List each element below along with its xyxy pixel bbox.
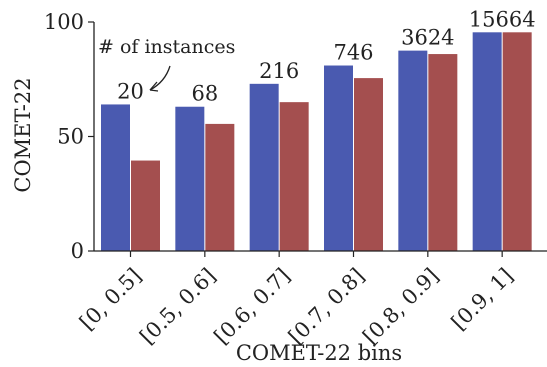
bar-a-1 bbox=[175, 106, 205, 251]
x-axis-title: COMET-22 bins bbox=[236, 341, 402, 365]
y-ticks-group: 0 50 100 bbox=[44, 10, 94, 263]
x-tick-label: [0.7, 0.8] bbox=[284, 264, 369, 349]
x-ticks-group: [0, 0.5][0.5, 0.6][0.6, 0.7][0.7, 0.8][0… bbox=[75, 251, 518, 349]
bar-b-2 bbox=[279, 102, 309, 252]
instance-count-labels: 20 68 216 746 3624 15664 bbox=[117, 7, 535, 105]
bar-a-2 bbox=[249, 83, 279, 251]
y-tick-label: 50 bbox=[57, 125, 84, 149]
annotation-text: # of instances bbox=[98, 36, 235, 58]
bar-a-3 bbox=[324, 65, 353, 251]
instance-count-label: 68 bbox=[191, 82, 218, 106]
y-tick-label: 100 bbox=[44, 10, 84, 34]
x-tick-label: [0.9, 1] bbox=[447, 264, 518, 335]
y-axis-title: COMET-22 bbox=[11, 77, 35, 192]
y-tick-label: 0 bbox=[71, 239, 84, 263]
x-tick-label: [0.6, 0.7] bbox=[209, 264, 294, 349]
bar-b-0 bbox=[131, 160, 160, 251]
instance-count-label: 3624 bbox=[401, 26, 454, 50]
annotation-arrow bbox=[149, 65, 171, 91]
x-tick-label: [0.8, 0.9] bbox=[358, 264, 443, 349]
x-tick-label: [0, 0.5] bbox=[75, 264, 146, 335]
bar-a-0 bbox=[101, 104, 130, 251]
instance-count-label: 20 bbox=[117, 79, 144, 103]
bar-b-1 bbox=[205, 123, 235, 251]
bars-group bbox=[101, 32, 532, 252]
bar-a-4 bbox=[398, 50, 428, 251]
instance-count-label: 15664 bbox=[469, 7, 536, 31]
x-tick-label: [0.5, 0.6] bbox=[135, 264, 220, 349]
annotation-arrow-head bbox=[149, 81, 159, 92]
bar-a-5 bbox=[472, 32, 502, 252]
bar-b-5 bbox=[502, 32, 532, 252]
instance-count-label: 216 bbox=[259, 59, 299, 83]
bar-b-3 bbox=[354, 78, 383, 251]
bar-b-4 bbox=[428, 54, 458, 252]
instance-count-label: 746 bbox=[333, 41, 373, 65]
